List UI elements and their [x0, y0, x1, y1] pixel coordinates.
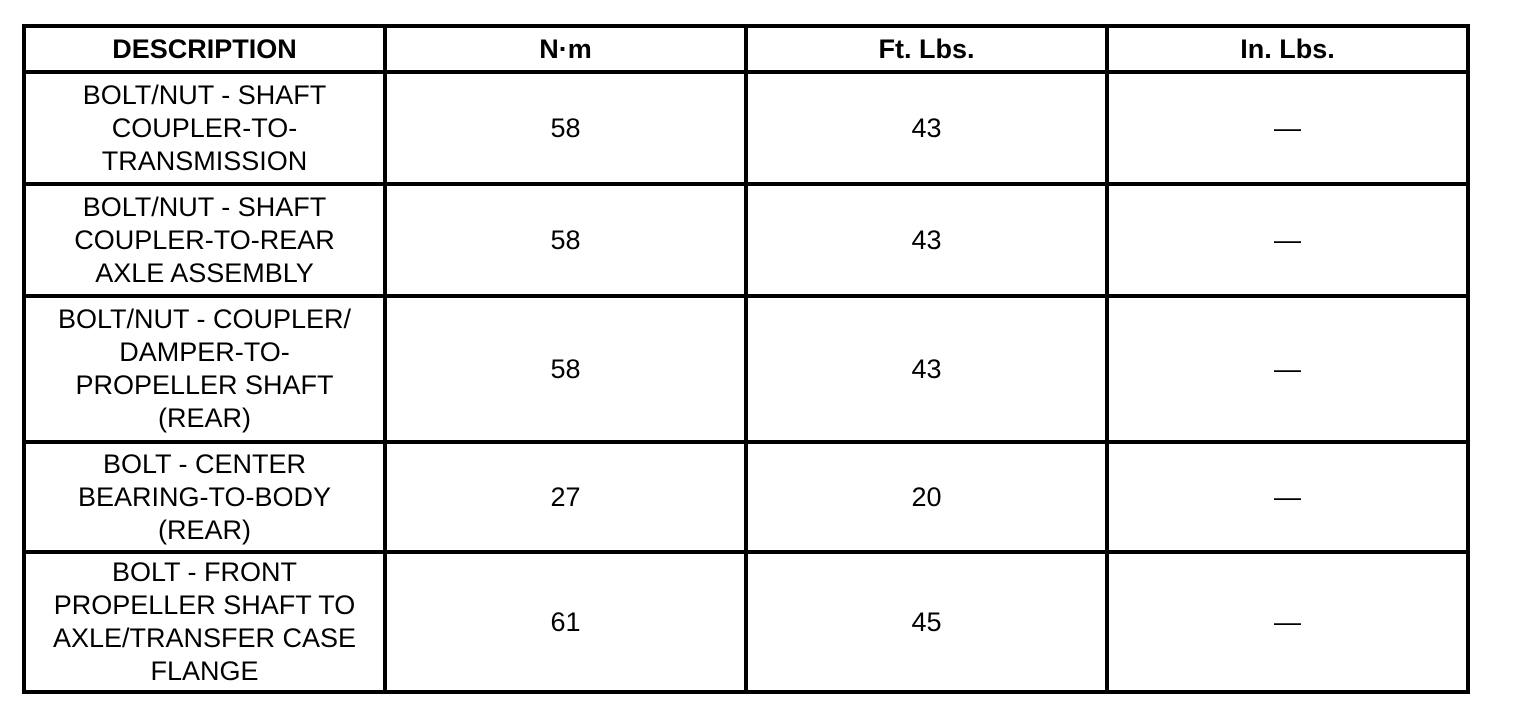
column-header-description: DESCRIPTION [22, 24, 387, 74]
table-row: BOLT/NUT - SHAFT COUPLER-TO- TRANSMISSIO… [22, 70, 1470, 186]
description-cell: BOLT - CENTER BEARING-TO-BODY (REAR) [22, 440, 387, 554]
nm-cell: 61 [383, 550, 748, 694]
ft-lbs-cell: 43 [744, 294, 1109, 444]
nm-cell: 58 [383, 182, 748, 298]
nm-cell: 58 [383, 294, 748, 444]
column-header-nm: N·m [383, 24, 748, 74]
in-lbs-cell: — [1105, 440, 1470, 554]
description-cell: BOLT/NUT - SHAFT COUPLER-TO-REAR AXLE AS… [22, 182, 387, 298]
in-lbs-cell: — [1105, 182, 1470, 298]
ft-lbs-cell: 43 [744, 70, 1109, 186]
nm-cell: 58 [383, 70, 748, 186]
table-row: BOLT - FRONT PROPELLER SHAFT TO AXLE/TRA… [22, 550, 1470, 694]
in-lbs-cell: — [1105, 294, 1470, 444]
in-lbs-cell: — [1105, 70, 1470, 186]
nm-cell: 27 [383, 440, 748, 554]
table-row: BOLT/NUT - COUPLER/ DAMPER-TO- PROPELLER… [22, 294, 1470, 444]
ft-lbs-cell: 20 [744, 440, 1109, 554]
description-cell: BOLT/NUT - SHAFT COUPLER-TO- TRANSMISSIO… [22, 70, 387, 186]
table-row: BOLT/NUT - SHAFT COUPLER-TO-REAR AXLE AS… [22, 182, 1470, 298]
description-cell: BOLT - FRONT PROPELLER SHAFT TO AXLE/TRA… [22, 550, 387, 694]
table-header-row: DESCRIPTION N·m Ft. Lbs. In. Lbs. [22, 24, 1470, 74]
table-row: BOLT - CENTER BEARING-TO-BODY (REAR) 27 … [22, 440, 1470, 554]
column-header-in-lbs: In. Lbs. [1105, 24, 1470, 74]
ft-lbs-cell: 43 [744, 182, 1109, 298]
ft-lbs-cell: 45 [744, 550, 1109, 694]
in-lbs-cell: — [1105, 550, 1470, 694]
description-cell: BOLT/NUT - COUPLER/ DAMPER-TO- PROPELLER… [22, 294, 387, 444]
torque-spec-table: DESCRIPTION N·m Ft. Lbs. In. Lbs. BOLT/N… [22, 24, 1470, 694]
column-header-ft-lbs: Ft. Lbs. [744, 24, 1109, 74]
